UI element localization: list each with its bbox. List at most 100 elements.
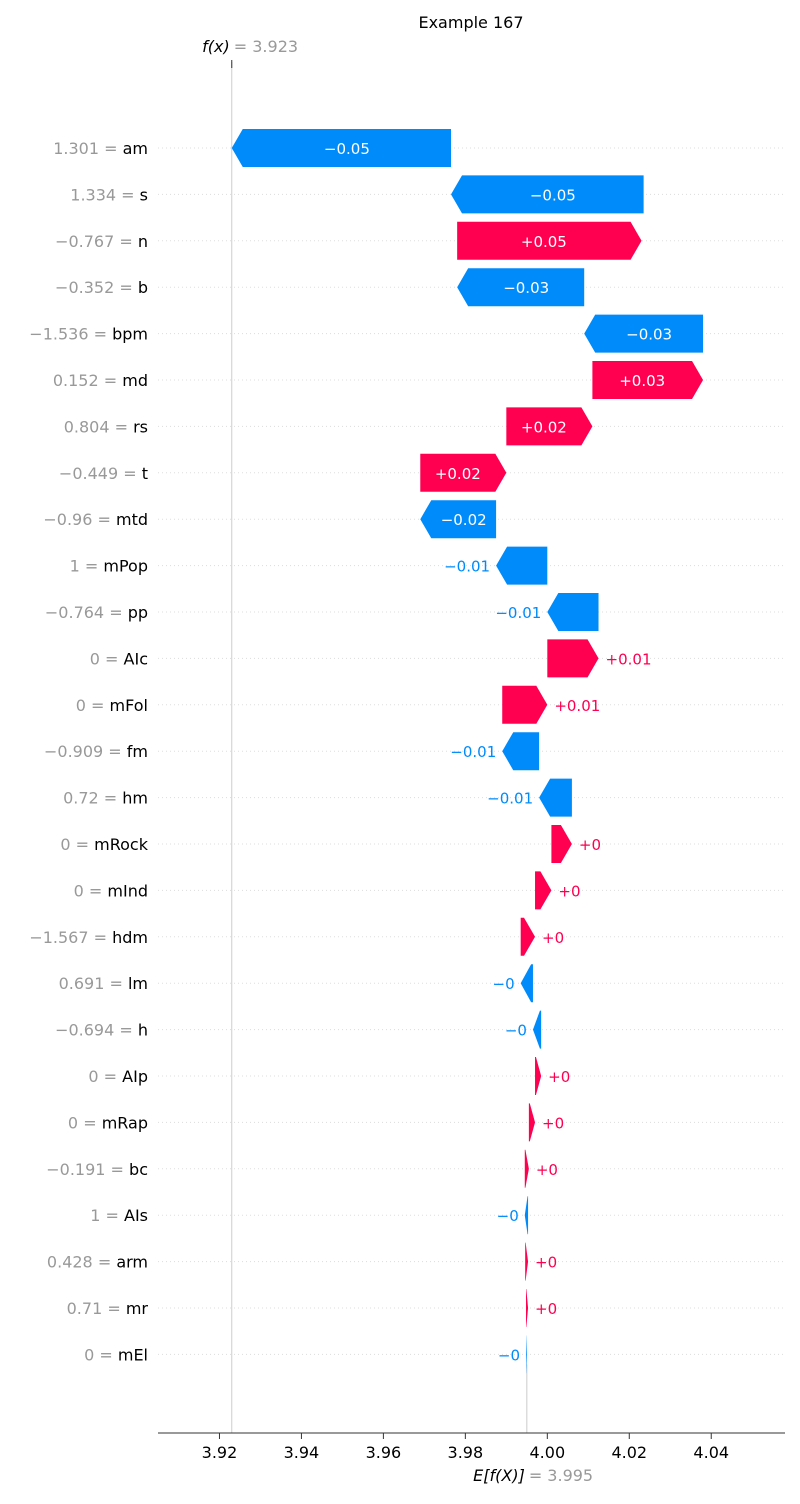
feature-label-aic: 0 = AIc (90, 649, 148, 668)
bar-s (451, 175, 644, 214)
feature-label-arm: 0.428 = arm (47, 1253, 148, 1272)
feature-label-n: −0.767 = n (55, 232, 148, 251)
feature-name-bc: bc (129, 1160, 148, 1179)
feature-value-aip: 0 = (88, 1067, 122, 1086)
feature-value-arm: 0.428 = (47, 1253, 116, 1272)
bar-lm (520, 964, 533, 1003)
bar-label-hdm: +0 (542, 929, 564, 947)
bar-label-aip: +0 (548, 1068, 570, 1086)
feature-name-mtd: mtd (116, 510, 148, 529)
feature-label-rs: 0.804 = rs (64, 417, 148, 436)
bar-hm (539, 778, 572, 817)
feature-name-mrock: mRock (94, 835, 149, 854)
feature-value-md: 0.152 = (53, 371, 122, 390)
bar-ais (524, 1196, 529, 1235)
bar-aic (547, 639, 599, 678)
bar-label-t: +0.02 (435, 465, 481, 483)
feature-name-hdm: hdm (112, 928, 148, 947)
bar-mfol (502, 685, 548, 724)
bar-hdm (520, 917, 536, 956)
feature-label-md: 0.152 = md (53, 371, 148, 390)
feature-name-mr: mr (126, 1299, 149, 1318)
feature-name-s: s (140, 185, 148, 204)
feature-label-mind: 0 = mInd (74, 881, 148, 900)
feature-label-mtd: −0.96 = mtd (43, 510, 148, 529)
x-axis: 3.92 3.94 3.96 3.98 4.00 4.02 4.04 (158, 1432, 785, 1462)
bar-label-bc: +0 (536, 1161, 558, 1179)
x-tick-label-6: 4.04 (693, 1443, 729, 1462)
bar-label-mfol: +0.01 (554, 697, 600, 715)
feature-value-bc: −0.191 = (46, 1160, 129, 1179)
feature-name-h: h (138, 1021, 148, 1040)
x-tick-label-1: 3.94 (284, 1443, 320, 1462)
feature-value-aic: 0 = (90, 649, 124, 668)
feature-label-mrock: 0 = mRock (60, 835, 148, 854)
bar-label-mtd: −0.02 (441, 511, 487, 529)
feature-value-bpm: −1.536 = (29, 325, 112, 344)
feature-name-am: am (123, 139, 148, 158)
feature-value-mpop: 1 = (70, 557, 104, 576)
feature-label-bc: −0.191 = bc (46, 1160, 148, 1179)
fx-annotation: f(x) = 3.923 (202, 37, 298, 56)
feature-name-md: md (122, 371, 148, 390)
feature-value-mel: 0 = (84, 1345, 118, 1364)
bar-label-bpm: −0.03 (626, 326, 672, 344)
feature-label-hm: 0.72 = hm (63, 789, 148, 808)
bar-t (420, 453, 507, 492)
feature-value-rs: 0.804 = (64, 417, 133, 436)
feature-value-hm: 0.72 = (63, 789, 122, 808)
feature-label-bpm: −1.536 = bpm (29, 325, 148, 344)
bar-label-n: +0.05 (521, 233, 567, 251)
bar-label-ais: −0 (497, 1207, 519, 1225)
feature-value-b: −0.352 = (55, 278, 138, 297)
feature-value-pp: −0.764 = (45, 603, 128, 622)
bar-label-mel: −0 (498, 1346, 520, 1364)
feature-label-pp: −0.764 = pp (45, 603, 148, 622)
bar-md (592, 361, 704, 399)
x-tick-label-4: 4.00 (530, 1443, 566, 1462)
feature-label-aip: 0 = AIp (88, 1067, 148, 1086)
bar-aip (535, 1057, 542, 1095)
bar-mtd (420, 500, 497, 539)
bar-mr (526, 1289, 529, 1327)
feature-name-aip: AIp (122, 1067, 148, 1086)
feature-value-mr: 0.71 = (67, 1299, 126, 1318)
feature-value-n: −0.767 = (55, 232, 138, 251)
bar-label-s: −0.05 (530, 186, 576, 204)
bar-mel (526, 1335, 527, 1374)
bar-label-mr: +0 (535, 1300, 557, 1318)
feature-value-mfol: 0 = (76, 696, 110, 715)
feature-value-mtd: −0.96 = (43, 510, 116, 529)
feature-value-am: 1.301 = (53, 139, 122, 158)
bar-label-md: +0.03 (619, 372, 665, 390)
reference-lines (231, 60, 528, 1433)
feature-label-h: −0.694 = h (55, 1021, 148, 1040)
bar-mind (535, 871, 552, 910)
bar-arm (525, 1242, 529, 1281)
feature-value-mrap: 0 = (68, 1113, 102, 1132)
bar-label-aic: +0.01 (606, 650, 652, 668)
feature-name-b: b (138, 278, 148, 297)
feature-value-h: −0.694 = (55, 1021, 138, 1040)
feature-name-fm: fm (127, 742, 148, 761)
feature-label-b: −0.352 = b (55, 278, 148, 297)
bar-am (231, 129, 452, 167)
feature-name-mel: mEl (118, 1345, 148, 1364)
feature-name-ais: AIs (124, 1206, 148, 1225)
feature-value-ais: 1 = (90, 1206, 124, 1225)
x-tick-label-3: 3.98 (448, 1443, 484, 1462)
efx-annotation: E[f(X)] = 3.995 (473, 1466, 593, 1485)
efx-label: E[f(X)] (473, 1466, 525, 1485)
bar-label-mind: +0 (558, 882, 580, 900)
feature-name-mpop: mPop (103, 557, 148, 576)
feature-label-mr: 0.71 = mr (67, 1299, 149, 1318)
bar-label-mrock: +0 (579, 836, 601, 854)
feature-label-mrap: 0 = mRap (68, 1113, 148, 1132)
feature-name-hm: hm (122, 789, 148, 808)
feature-label-hdm: −1.567 = hdm (29, 928, 148, 947)
bar-mpop (496, 546, 548, 585)
feature-labels: 1.301 = am1.334 = s−0.767 = n−0.352 = b−… (29, 139, 148, 1364)
contribution-bars (231, 129, 704, 1374)
feature-value-mind: 0 = (74, 881, 108, 900)
